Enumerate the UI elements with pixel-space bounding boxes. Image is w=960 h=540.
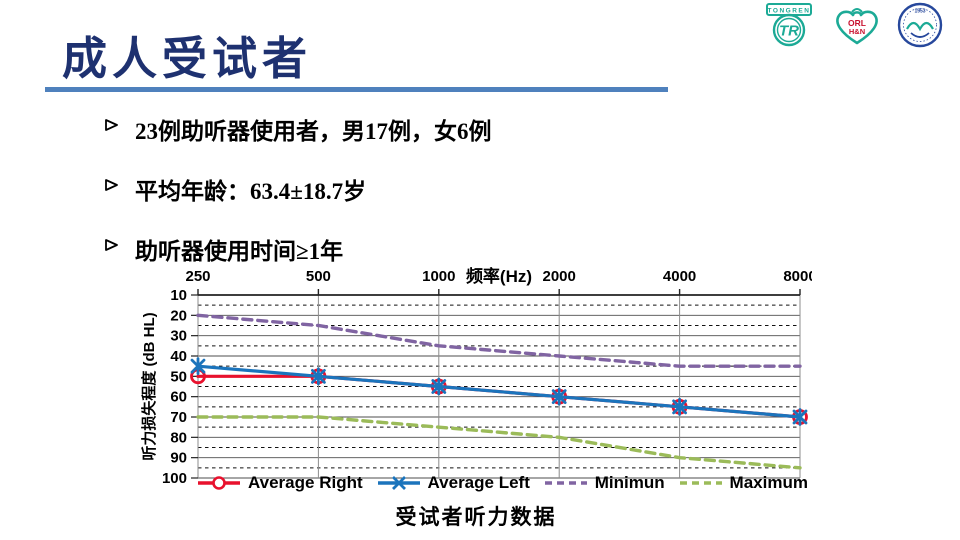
bullet-arrow-icon xyxy=(105,119,118,131)
x-tick-label: 250 xyxy=(185,268,210,285)
legend-swatch xyxy=(544,481,587,485)
chart-caption: 受试者听力数据 xyxy=(395,506,557,529)
chart-legend: Average Right Average Left Minimun Maximum xyxy=(196,471,808,495)
x-tick-label: 500 xyxy=(306,268,331,285)
marker-x-star xyxy=(311,367,326,386)
hearing-chart-plot: 250 500 1000 2000 4000 8000 频率(Hz) 10 20 30 40 50 60… xyxy=(140,266,817,487)
y-tick-label: 80 xyxy=(170,429,187,446)
marker-x-star xyxy=(792,408,808,426)
y-tick-label: 50 xyxy=(170,368,187,385)
x-tick-label: 1000 xyxy=(422,268,455,285)
tongren-hospital-logo: TONGREN TR xyxy=(766,3,812,47)
marker-x-star xyxy=(672,397,687,416)
bullet-text: 23例助听器使用者，男17例，女6例 xyxy=(135,119,492,144)
legend-label: Average Left xyxy=(427,473,530,492)
x-tick-label: 2000 xyxy=(543,268,576,285)
bullet-item-age: 平均年龄：63.4±18.7岁 xyxy=(104,172,492,232)
y-tick-label: 70 xyxy=(170,409,187,426)
page-title: 成人受试者 xyxy=(62,34,313,84)
y-tick-label: 90 xyxy=(170,450,187,467)
hearing-chart: 250 500 1000 2000 4000 8000 频率(Hz) 10 20 30 40 50 60… xyxy=(140,253,817,487)
legend-item-minimun: Minimun xyxy=(543,473,665,493)
bullet-arrow-icon xyxy=(105,239,118,251)
bullet-text: 助听器使用时间≥1年 xyxy=(135,239,344,264)
legend-swatch xyxy=(679,481,722,485)
marker-x-star xyxy=(431,377,447,396)
bullet-item-usage-time: 助听器使用时间≥1年 xyxy=(104,232,492,292)
legend-item-average-left: Average Left xyxy=(376,473,530,493)
header-logos: TONGREN TR ORL H&N 1953 xyxy=(760,2,944,48)
series-line-maximum xyxy=(196,415,802,470)
y-tick-label: 20 xyxy=(170,307,187,324)
bullet-arrow-icon xyxy=(105,179,118,191)
svg-text:ORL: ORL xyxy=(848,18,866,28)
legend-label: Average Right xyxy=(248,473,363,492)
svg-text:H&N: H&N xyxy=(849,27,865,36)
title-underline-rule xyxy=(45,87,668,92)
y-tick-label: 100 xyxy=(162,470,187,485)
y-tick-label: 30 xyxy=(170,328,187,345)
svg-text:TONGREN: TONGREN xyxy=(768,8,811,15)
marker-x-star xyxy=(551,387,567,406)
series-line-average-left xyxy=(196,364,802,419)
legend-item-average-right: Average Right xyxy=(196,473,363,493)
x-tick-label: 8000 xyxy=(783,268,812,285)
y-axis-title: 听力损失程度 (dB HL) xyxy=(140,312,158,460)
y-tick-label: 60 xyxy=(170,389,187,406)
legend-swatch xyxy=(198,476,240,490)
bullet-list: 23例助听器使用者，男17例，女6例 平均年龄：63.4±18.7岁 助听器使用… xyxy=(104,112,492,292)
series-line-minimun xyxy=(196,313,802,368)
x-axis-title: 频率(Hz) xyxy=(466,266,532,286)
anniversary-seal-logo: 1953 xyxy=(897,2,943,48)
x-tick-label: 4000 xyxy=(663,268,696,285)
svg-text:1953: 1953 xyxy=(914,9,925,15)
bullet-text: 平均年龄：63.4±18.7岁 xyxy=(135,179,367,204)
legend-item-maximum: Maximum xyxy=(678,473,808,493)
svg-text:TR: TR xyxy=(779,23,799,40)
y-tick-label: 10 xyxy=(170,287,187,304)
legend-label: Minimun xyxy=(594,473,665,492)
legend-label: Maximum xyxy=(729,473,808,492)
orl-hn-logo: ORL H&N xyxy=(836,8,878,45)
marker-x-star xyxy=(190,357,206,376)
bullet-item-subjects: 23例助听器使用者，男17例，女6例 xyxy=(104,112,492,172)
y-tick-label: 40 xyxy=(170,348,187,365)
legend-swatch xyxy=(377,476,420,490)
